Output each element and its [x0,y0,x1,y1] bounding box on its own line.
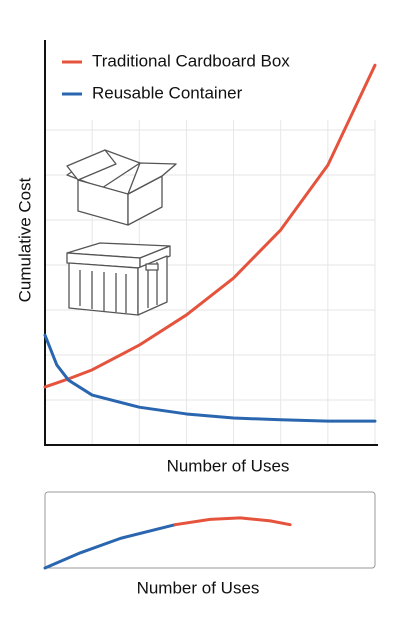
legend-label: Reusable Container [92,83,243,102]
legend-label: Traditional Cardboard Box [92,51,290,70]
x-axis-label: Number of Uses [137,578,260,597]
sub-chart-frame [44,491,376,569]
y-axis-label: Cumulative Cost [15,177,34,302]
series-line [43,333,377,423]
series-line [43,63,377,389]
series-line [173,516,292,527]
cardboard-box-icon [66,149,177,226]
series-line [43,523,177,570]
reusable-container-icon [66,242,171,316]
x-axis-label: Number of Uses [167,456,290,475]
